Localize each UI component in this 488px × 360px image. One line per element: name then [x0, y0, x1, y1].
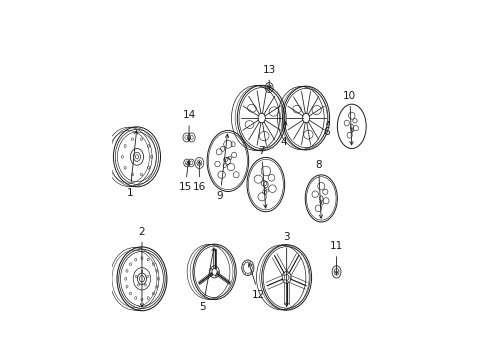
- Text: 9: 9: [216, 134, 228, 201]
- Text: 11: 11: [329, 241, 343, 274]
- Text: 3: 3: [283, 232, 289, 306]
- Text: 5: 5: [199, 248, 215, 311]
- Text: 7: 7: [258, 146, 266, 208]
- Text: 10: 10: [343, 91, 356, 145]
- Text: 15: 15: [178, 161, 191, 192]
- Text: 2: 2: [139, 227, 145, 307]
- Text: 12: 12: [248, 264, 265, 300]
- Text: 1: 1: [126, 131, 138, 198]
- Text: 13: 13: [262, 64, 275, 89]
- Text: 8: 8: [315, 160, 322, 218]
- Text: 14: 14: [182, 110, 195, 141]
- Text: 4: 4: [280, 122, 286, 147]
- Text: 6: 6: [323, 121, 329, 137]
- Text: 16: 16: [192, 161, 205, 192]
